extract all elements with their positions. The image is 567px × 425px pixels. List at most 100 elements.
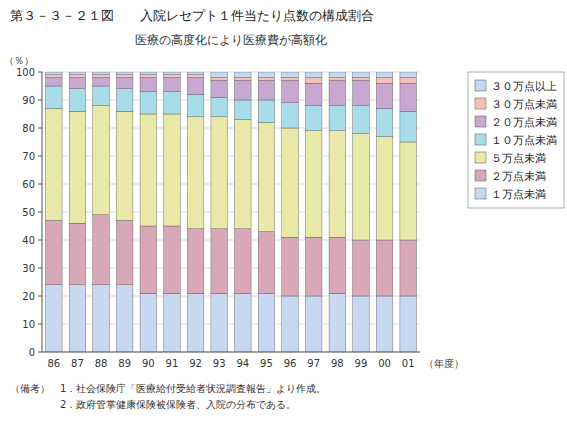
bar-segment	[235, 80, 252, 100]
legend-label: ３０万点未満	[491, 98, 557, 110]
footnote: （備考） 1．社会保険庁「医療給付受給者状況調査報告」より作成。	[10, 383, 326, 394]
x-tick-label: 93	[213, 358, 226, 369]
bar-segment	[69, 223, 86, 285]
bar-segment	[187, 94, 204, 116]
bar-segment	[376, 108, 393, 136]
bar-segment	[400, 72, 417, 78]
bar-segment	[140, 75, 157, 78]
bar-segment	[116, 75, 133, 78]
y-tick-label: 70	[22, 151, 35, 162]
bar-segment	[353, 80, 370, 105]
x-tick-label: 86	[47, 358, 60, 369]
legend-label: ２万点未満	[491, 170, 546, 182]
bar-segment	[211, 72, 228, 78]
bar-segment	[187, 293, 204, 352]
bar-segment	[211, 80, 228, 97]
legend-label: ２０万点未満	[491, 116, 557, 128]
legend-swatch	[475, 134, 486, 145]
bar-segment	[93, 86, 110, 106]
bar-segment	[353, 72, 370, 78]
bar-segment	[376, 136, 393, 240]
y-tick	[38, 100, 42, 101]
bar-segment	[235, 120, 252, 229]
bar-segment	[116, 72, 133, 75]
bar-segment	[235, 78, 252, 81]
y-tick-label: 80	[22, 123, 35, 134]
bar-segment	[282, 78, 299, 81]
bar-segment	[305, 72, 322, 78]
bar-segment	[164, 92, 181, 114]
y-tick	[38, 156, 42, 157]
bar-segment	[187, 229, 204, 293]
y-tick-label: 90	[22, 95, 35, 106]
y-tick-label: 100	[16, 67, 35, 78]
grid-line	[42, 352, 420, 353]
x-tick-label: 90	[142, 358, 155, 369]
bar-segment	[93, 106, 110, 215]
bar-segment	[400, 78, 417, 84]
y-axis	[42, 72, 43, 352]
bar-segment	[116, 220, 133, 284]
legend: ３０万点以上３０万点未満２０万点未満１０万点未満５万点未満２万点未満１万点未満	[468, 72, 564, 208]
bar-segment	[116, 111, 133, 220]
bar-segment	[69, 89, 86, 111]
legend-swatch	[475, 170, 486, 181]
bar-segment	[46, 86, 63, 108]
x-tick-label: 89	[118, 358, 131, 369]
x-tick-label: 87	[71, 358, 84, 369]
bar-segment	[187, 72, 204, 75]
bar-segment	[187, 78, 204, 95]
chart: 第３－３－２１図 入院レセプト１件当たり点数の構成割合医療の高度化により医療費が…	[0, 0, 567, 425]
bar-segment	[329, 293, 346, 352]
bar-segment	[258, 72, 275, 78]
bar-segment	[46, 220, 63, 284]
bar-segment	[258, 80, 275, 100]
bar-segment	[353, 296, 370, 352]
x-axis-label: （年度）	[424, 358, 464, 369]
bar-segment	[305, 106, 322, 131]
x-tick-label: 01	[402, 358, 415, 369]
title: 第３－３－２１図 入院レセプト１件当たり点数の構成割合	[10, 8, 374, 23]
y-tick-label: 0	[29, 347, 35, 358]
bar-segment	[211, 293, 228, 352]
bar-segment	[164, 75, 181, 78]
bar-segment	[235, 72, 252, 78]
bar-segment	[140, 226, 157, 293]
bar-segment	[282, 72, 299, 78]
legend-label: ５万点未満	[491, 152, 546, 164]
bar-segment	[258, 78, 275, 81]
bar-segment	[46, 285, 63, 352]
y-tick-label: 30	[22, 263, 35, 274]
bar-segment	[93, 75, 110, 78]
bar-segment	[69, 285, 86, 352]
footnote: 2．政府管掌健康保険被保険者、入院の分布である。	[10, 399, 296, 410]
bar-segment	[353, 134, 370, 240]
y-tick	[38, 212, 42, 213]
bar-segment	[329, 72, 346, 78]
x-tick-label: 96	[284, 358, 297, 369]
bar-segment	[282, 237, 299, 296]
bar-segment	[400, 83, 417, 111]
legend-swatch	[475, 98, 486, 109]
bar-segment	[400, 296, 417, 352]
bar-segment	[329, 237, 346, 293]
bar-segment	[376, 296, 393, 352]
bar-segment	[258, 122, 275, 231]
bar-segment	[140, 72, 157, 75]
bar-segment	[46, 75, 63, 78]
y-tick	[38, 128, 42, 129]
bar-segment	[211, 78, 228, 81]
bar-segment	[93, 72, 110, 75]
x-tick-label: 92	[189, 358, 202, 369]
bar-segment	[353, 78, 370, 81]
bar-segment	[93, 78, 110, 86]
x-tick-label: 97	[307, 358, 320, 369]
bar-segment	[46, 72, 63, 75]
y-tick-label: 60	[22, 179, 35, 190]
bar-segment	[69, 111, 86, 223]
bar-segment	[282, 296, 299, 352]
x-axis	[42, 352, 420, 353]
legend-swatch	[475, 188, 486, 199]
bar-segment	[400, 111, 417, 142]
bar-segment	[282, 103, 299, 128]
